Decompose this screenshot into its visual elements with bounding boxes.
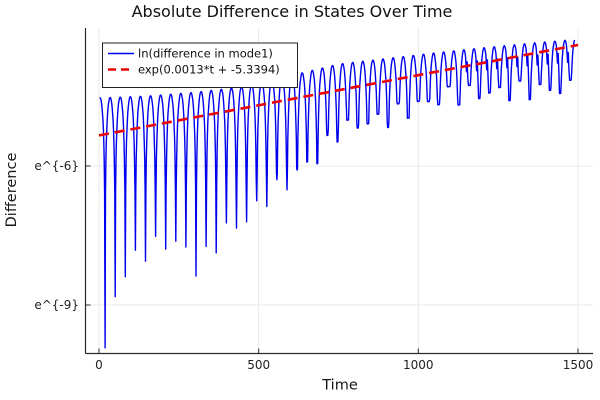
- x-axis-label: Time: [321, 378, 358, 394]
- legend-entry-exp-fit: exp(0.0013*t + -5.3394): [138, 63, 280, 77]
- tick-marks: [85, 165, 579, 354]
- x-tick-label-1500: 1500: [563, 358, 594, 372]
- x-tick-label-1000: 1000: [403, 358, 434, 372]
- x-tick-label-500: 500: [247, 358, 270, 372]
- y-axis-label: Difference: [4, 153, 20, 228]
- legend-entry-difference: ln(difference in mode1): [138, 47, 273, 61]
- series-line-difference: [99, 39, 576, 349]
- legend: ln(difference in mode1) exp(0.0013*t + -…: [102, 42, 298, 88]
- legend-box: [102, 42, 298, 88]
- y-tick-label-e-6: e^{-6}: [34, 159, 79, 173]
- series-line-exp-fit: [98, 43, 579, 137]
- y-tick-label-e-9: e^{-9}: [34, 298, 79, 312]
- x-tick-label-0: 0: [95, 358, 103, 372]
- chart-title: Absolute Difference in States Over Time: [132, 2, 453, 21]
